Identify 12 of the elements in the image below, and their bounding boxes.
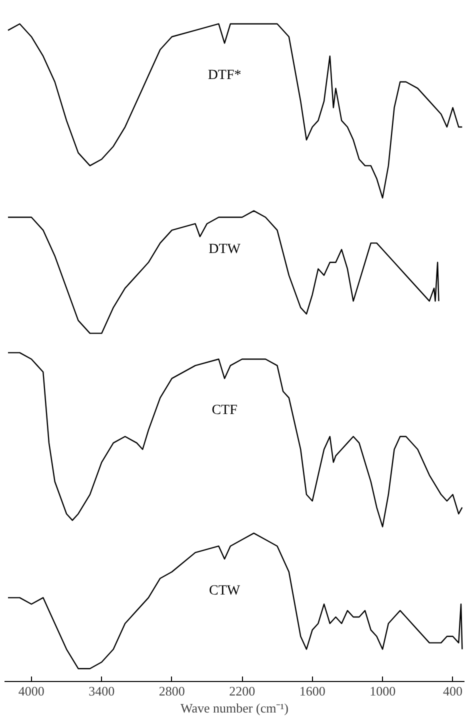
series-label: CTF <box>212 403 238 418</box>
x-tick-label: 400 <box>443 684 463 698</box>
x-tick-label: 3400 <box>88 684 115 698</box>
x-tick-label: 2800 <box>158 684 185 698</box>
text: DTF* <box>208 68 242 83</box>
x-tick-label: 2200 <box>229 684 256 698</box>
text: CTW <box>209 584 241 599</box>
x-axis-title: Wave number (cm⁻¹) <box>180 700 288 716</box>
series-label: DTW <box>208 242 242 258</box>
x-tick-label: 1600 <box>299 684 326 698</box>
x-tick-label: 4000 <box>18 684 44 698</box>
x-tick-label: 1000 <box>370 684 396 698</box>
